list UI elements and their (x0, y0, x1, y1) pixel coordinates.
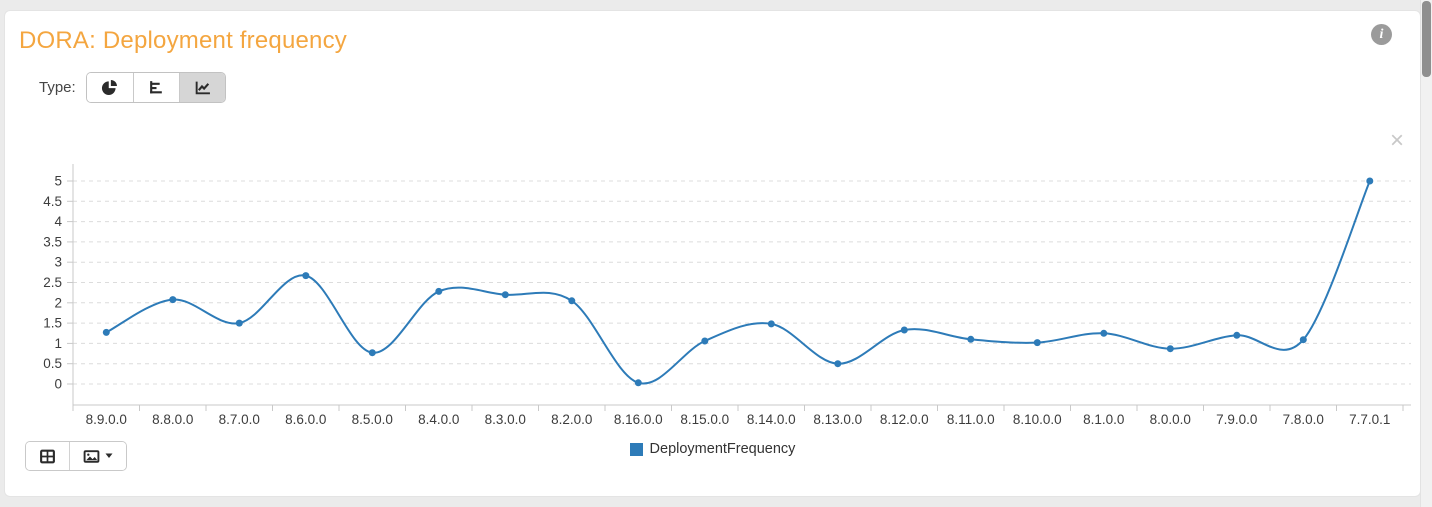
legend-swatch (629, 442, 643, 456)
page-title: DORA: Deployment frequency (19, 27, 348, 54)
chart-card: DORA: Deployment frequency Type: (4, 10, 1421, 497)
legend-label: DeploymentFrequency (649, 441, 796, 457)
svg-text:8.12.0.0: 8.12.0.0 (880, 412, 929, 427)
chart-legend: DeploymentFrequency (5, 441, 1420, 457)
bar-chart-type-button[interactable] (132, 73, 179, 102)
vertical-scrollbar[interactable] (1420, 0, 1432, 507)
info-icon: i (1379, 26, 1384, 42)
svg-text:4: 4 (54, 214, 62, 229)
bar-chart-icon (149, 81, 162, 94)
table-icon (40, 449, 55, 463)
show-table-button[interactable] (26, 442, 69, 470)
svg-text:0.5: 0.5 (43, 356, 62, 371)
svg-text:8.9.0.0: 8.9.0.0 (86, 412, 127, 427)
info-button[interactable]: i (1371, 24, 1392, 45)
legend-item-deployment-frequency[interactable]: DeploymentFrequency (629, 441, 796, 457)
svg-text:8.2.0.0: 8.2.0.0 (551, 412, 592, 427)
svg-text:8.0.0.0: 8.0.0.0 (1150, 412, 1191, 427)
svg-text:8.10.0.0: 8.10.0.0 (1013, 412, 1062, 427)
svg-text:2.5: 2.5 (43, 275, 62, 290)
svg-text:8.6.0.0: 8.6.0.0 (285, 412, 326, 427)
download-image-button[interactable] (69, 442, 126, 470)
chart-type-button-group (85, 72, 226, 103)
svg-text:8.11.0.0: 8.11.0.0 (947, 412, 995, 427)
svg-text:8.16.0.0: 8.16.0.0 (614, 412, 663, 427)
pie-chart-icon (102, 79, 118, 95)
svg-text:7.9.0.0: 7.9.0.0 (1216, 412, 1257, 427)
svg-text:5: 5 (54, 174, 62, 189)
svg-text:3.5: 3.5 (43, 234, 62, 249)
svg-text:8.3.0.0: 8.3.0.0 (485, 412, 526, 427)
svg-text:7.7.0.1: 7.7.0.1 (1349, 412, 1390, 427)
svg-text:8.14.0.0: 8.14.0.0 (747, 412, 796, 427)
svg-text:8.13.0.0: 8.13.0.0 (813, 412, 862, 427)
type-label: Type: (39, 79, 76, 96)
svg-text:3: 3 (54, 255, 62, 270)
pie-chart-type-button[interactable] (86, 73, 133, 102)
line-chart-icon (195, 81, 210, 95)
svg-text:8.5.0.0: 8.5.0.0 (352, 412, 393, 427)
svg-text:0: 0 (54, 377, 62, 392)
deployment-frequency-line-chart: 0 0.5 1 1.5 2 2.5 3 3.5 4 4.5 5 8.9.0.0 8.8.0.0 8.7.0… (43, 164, 1411, 427)
svg-text:7.8.0.0: 7.8.0.0 (1283, 412, 1324, 427)
chart-type-selector: Type: (39, 72, 226, 103)
svg-text:1: 1 (54, 336, 62, 351)
export-toolbar (25, 441, 127, 471)
close-icon[interactable]: × (1389, 127, 1404, 154)
svg-text:1.5: 1.5 (43, 316, 62, 331)
svg-text:2: 2 (54, 295, 62, 310)
svg-text:4.5: 4.5 (43, 194, 62, 209)
line-chart-type-button[interactable] (178, 73, 225, 102)
image-icon (83, 449, 100, 463)
svg-text:8.7.0.0: 8.7.0.0 (219, 412, 260, 427)
svg-text:8.4.0.0: 8.4.0.0 (418, 412, 459, 427)
svg-text:8.1.0.0: 8.1.0.0 (1083, 412, 1124, 427)
svg-text:8.15.0.0: 8.15.0.0 (680, 412, 729, 427)
scrollbar-thumb[interactable] (1422, 1, 1431, 77)
caret-down-icon (105, 453, 113, 458)
svg-text:8.8.0.0: 8.8.0.0 (152, 412, 193, 427)
